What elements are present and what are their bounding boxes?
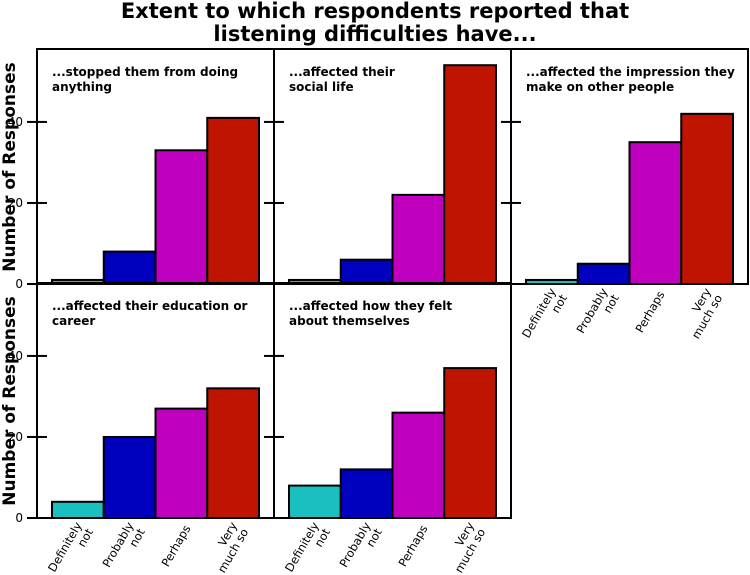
x-tick-label: Verymuch so <box>677 285 725 341</box>
panel-title-line: ...stopped them from doing <box>52 65 238 79</box>
bar-5-2 <box>339 468 394 519</box>
bar-2-4 <box>443 64 497 285</box>
bar-4-4 <box>206 387 260 519</box>
y-tick-label: 0 <box>15 511 23 525</box>
x-tick-label: Verymuch so <box>203 519 251 575</box>
y-tick-label: 0 <box>15 277 23 291</box>
bar-3-3 <box>628 141 683 285</box>
panel-title-line: ...affected how they felt <box>289 299 452 313</box>
x-tick-label: Perhaps <box>158 523 193 570</box>
y-tick-label: 40 <box>8 115 23 129</box>
panel-title-line: about themselves <box>289 314 410 328</box>
bar-5-1 <box>288 484 342 520</box>
y-axis-label-row-1: Number of Responses <box>0 62 20 272</box>
x-tick-label: Probablynot <box>573 285 622 342</box>
bar-3-4 <box>680 112 734 285</box>
x-tick-label: Verymuch so <box>440 519 488 575</box>
panel-frame <box>273 282 512 519</box>
x-tick-label: Perhaps <box>632 289 667 336</box>
panel-title-line: anything <box>52 80 112 94</box>
panel-title-line: ...affected their <box>289 65 395 79</box>
bar-4-1 <box>51 500 105 519</box>
panel-title-line: career <box>52 314 95 328</box>
panel-title-line: make on other people <box>526 80 674 94</box>
x-tick-label: Definitelynot <box>282 519 333 575</box>
y-tick-label: 20 <box>8 430 23 444</box>
y-tick-label: 40 <box>8 349 23 363</box>
chart-title-line-1: Extent to which respondents reported tha… <box>121 0 629 23</box>
chart-title-line-2: listening difficulties have... <box>213 22 536 46</box>
panels: 0 20 40 ...stopped them from doinganything.… <box>8 48 749 575</box>
x-tick-label: Definitelynot <box>519 285 570 347</box>
x-tick-label: Probablynot <box>336 519 385 575</box>
panel-title-line: ...affected their education or <box>52 299 248 313</box>
x-tick-label: Probablynot <box>99 519 148 575</box>
bar-2-2 <box>339 258 394 286</box>
bar-1-2 <box>102 250 157 286</box>
y-axis-label-row-2: Number of Responses <box>0 296 20 506</box>
y-tick-label: 20 <box>8 196 23 210</box>
panel-4: 0 20 40 ...affected their education orcaree… <box>8 282 275 575</box>
panel-frame <box>510 48 749 285</box>
bar-5-3 <box>391 411 446 520</box>
bar-4-2 <box>102 435 157 519</box>
bar-2-3 <box>391 193 446 286</box>
bar-5-4 <box>443 367 497 519</box>
bar-1-3 <box>154 149 209 285</box>
x-tick-label: Perhaps <box>395 523 430 570</box>
bar-3-2 <box>576 262 631 286</box>
bar-1-4 <box>206 116 260 286</box>
panel-title-line: ...affected the impression they <box>526 65 735 79</box>
panel-title-line: social life <box>289 80 354 94</box>
bar-4-3 <box>154 407 209 520</box>
x-tick-label: Definitelynot <box>45 519 96 575</box>
